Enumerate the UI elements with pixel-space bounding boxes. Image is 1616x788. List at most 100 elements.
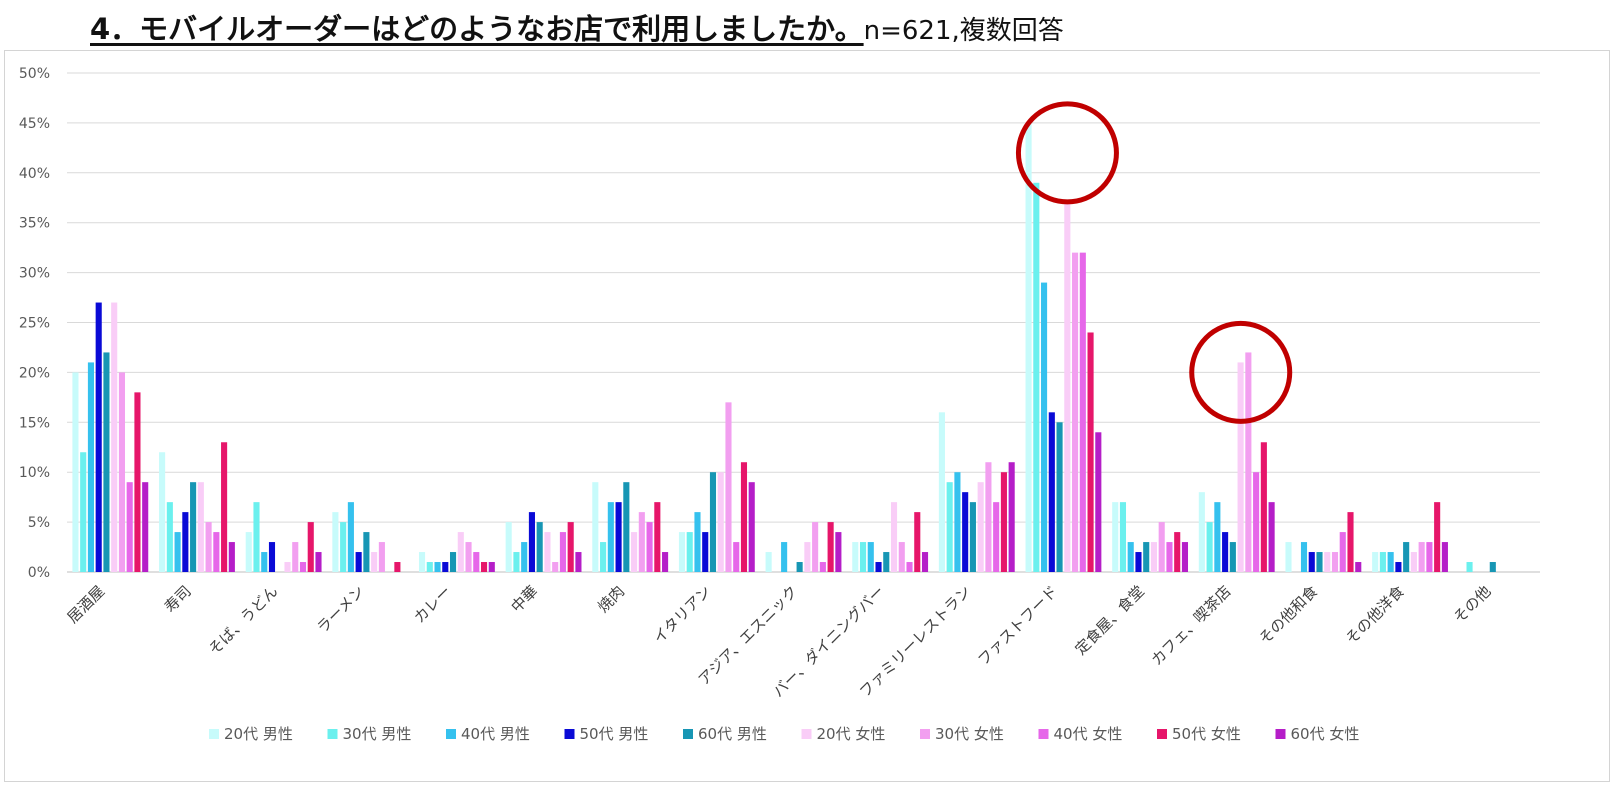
bar — [733, 542, 740, 572]
bar — [1387, 552, 1394, 572]
bar — [1206, 522, 1213, 572]
bar — [536, 522, 543, 572]
bar — [631, 532, 638, 572]
bar — [852, 542, 859, 572]
bar — [1253, 472, 1260, 572]
bar — [307, 522, 314, 572]
bar — [142, 482, 149, 572]
bar — [1000, 472, 1007, 572]
bar — [1135, 552, 1142, 572]
legend-label: 40代 女性 — [1054, 725, 1123, 743]
bar — [1158, 522, 1165, 572]
bar — [985, 462, 992, 572]
highlight-circles — [1015, 101, 1293, 424]
bar — [867, 542, 874, 572]
category-label: その他和食 — [1255, 582, 1321, 648]
bar — [480, 562, 488, 572]
bar — [347, 502, 354, 572]
category-label: 中華 — [507, 582, 541, 616]
bar — [1214, 502, 1221, 572]
bar — [1426, 542, 1433, 572]
bar — [299, 562, 307, 572]
legend-label: 50代 女性 — [1172, 725, 1241, 743]
bar — [103, 352, 110, 572]
category-label: イタリアン — [650, 582, 715, 647]
bar — [1260, 442, 1267, 572]
bar — [654, 502, 661, 572]
bar — [363, 532, 370, 572]
bar — [906, 562, 913, 572]
legend-swatch — [1038, 729, 1049, 739]
legend-swatch — [801, 729, 812, 739]
bar — [694, 512, 701, 572]
highlight-circle — [1015, 101, 1119, 205]
bar — [552, 562, 559, 572]
legend-swatch — [1275, 729, 1286, 739]
legend-label: 20代 女性 — [817, 725, 886, 743]
bar — [1198, 492, 1205, 572]
bar — [1048, 412, 1055, 572]
bar — [709, 472, 717, 572]
y-tick-label: 30% — [19, 266, 50, 282]
bar — [827, 522, 834, 572]
category-label: カレー — [410, 582, 455, 627]
bar — [1347, 512, 1354, 572]
bar — [1222, 532, 1229, 572]
legend-swatch — [327, 729, 338, 739]
bar — [748, 482, 755, 572]
bar — [859, 542, 867, 572]
chart-frame — [4, 50, 1610, 782]
bar — [1434, 502, 1441, 572]
bar — [615, 502, 622, 572]
bar — [332, 512, 339, 572]
bar — [174, 532, 181, 572]
bar — [1072, 252, 1079, 572]
category-label: 寿司 — [161, 582, 195, 616]
bar — [205, 522, 212, 572]
legend-label: 50代 男性 — [580, 725, 649, 743]
bar — [1008, 462, 1015, 572]
legend-swatch — [920, 729, 930, 739]
bar — [1033, 182, 1040, 572]
bar — [623, 482, 630, 572]
bar — [559, 532, 566, 572]
bar — [182, 512, 189, 572]
bar — [1395, 562, 1402, 572]
bar — [1331, 552, 1339, 572]
bar — [473, 552, 480, 572]
y-tick-label: 40% — [19, 166, 50, 182]
bar — [457, 532, 464, 572]
bar — [977, 482, 984, 572]
bar — [268, 542, 276, 572]
y-tick-label: 15% — [19, 415, 50, 431]
bar — [528, 512, 535, 572]
bar — [1379, 552, 1386, 572]
bar — [118, 372, 125, 572]
bar — [134, 392, 141, 572]
bar — [678, 532, 686, 572]
category-label: 居酒屋 — [64, 582, 109, 627]
legend-label: 60代 男性 — [698, 725, 767, 743]
bar — [717, 472, 724, 572]
bar — [702, 532, 709, 572]
legend-label: 40代 男性 — [461, 725, 530, 743]
bar — [513, 552, 520, 572]
bar — [228, 542, 235, 572]
bar — [371, 552, 378, 572]
bar — [292, 542, 299, 572]
bar — [781, 542, 788, 572]
bar — [890, 502, 898, 572]
bar — [921, 552, 929, 572]
bar — [1489, 562, 1496, 572]
y-tick-label: 50% — [19, 66, 50, 82]
bar — [969, 502, 976, 572]
bar — [213, 532, 220, 572]
bar — [1079, 252, 1086, 572]
category-label: その他 — [1450, 582, 1495, 627]
bar — [394, 562, 401, 572]
bar — [607, 502, 614, 572]
bar — [946, 482, 953, 572]
legend-label: 30代 女性 — [935, 725, 1004, 743]
bar — [1127, 542, 1134, 572]
bar — [938, 412, 945, 572]
